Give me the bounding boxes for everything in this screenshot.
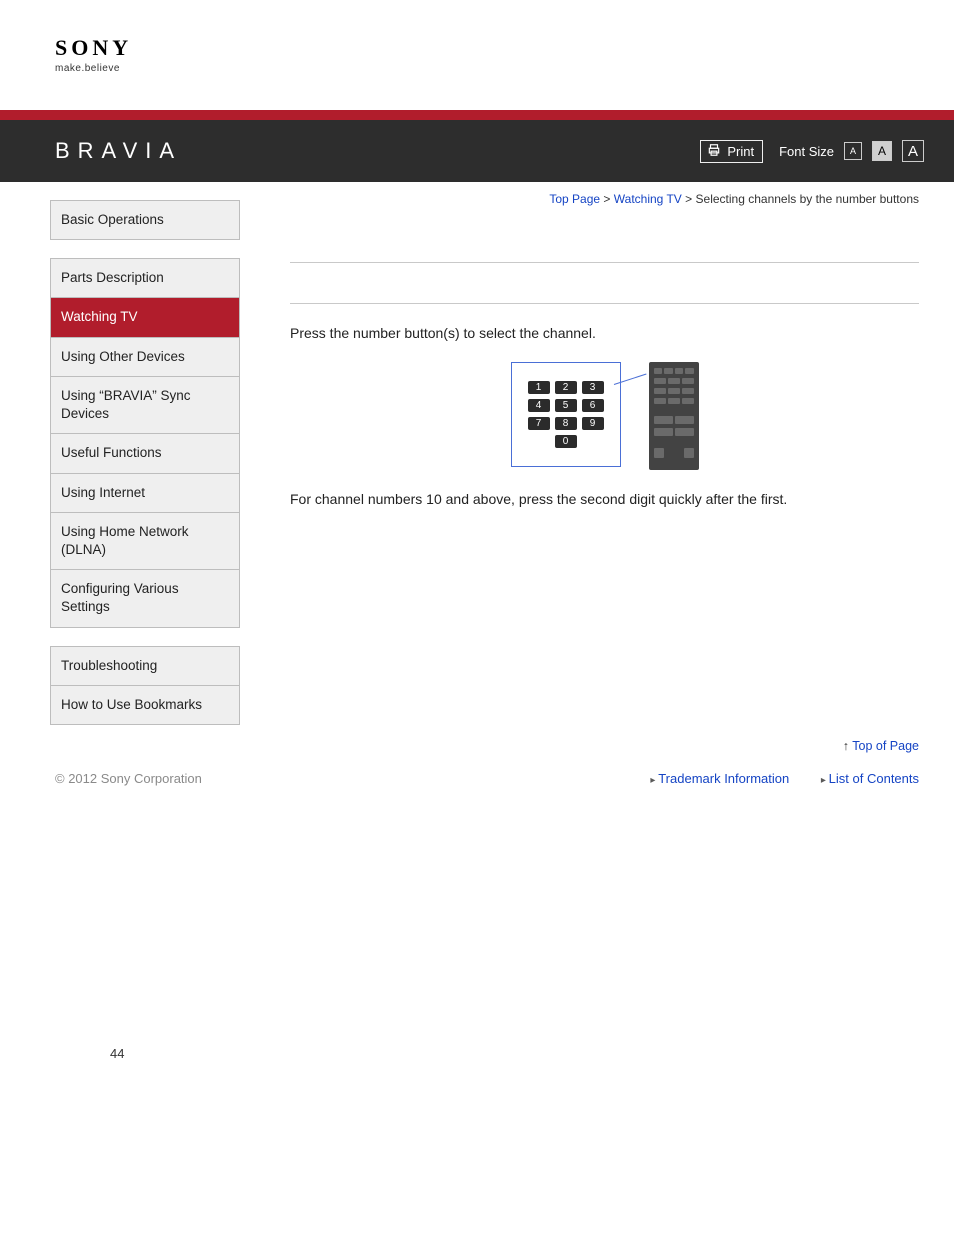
sony-tagline: make.believe <box>55 63 954 74</box>
key-3: 3 <box>582 381 604 394</box>
print-label: Print <box>727 144 754 159</box>
breadcrumb-top[interactable]: Top Page <box>549 192 600 206</box>
trademark-link[interactable]: Trademark Information <box>650 771 789 786</box>
nav-group-1: Basic Operations <box>50 200 240 240</box>
key-4: 4 <box>528 399 550 412</box>
key-2: 2 <box>555 381 577 394</box>
nav-troubleshooting[interactable]: Troubleshooting <box>51 647 239 686</box>
nav-home-network[interactable]: Using Home Network (DLNA) <box>51 513 239 570</box>
print-button[interactable]: Print <box>700 140 763 163</box>
print-icon <box>707 143 721 160</box>
nav-useful-functions[interactable]: Useful Functions <box>51 434 239 473</box>
sony-wordmark: SONY <box>55 35 954 61</box>
main-content: Top Page > Watching TV > Selecting chann… <box>240 182 919 753</box>
breadcrumb-sep: > <box>603 192 610 206</box>
key-9: 9 <box>582 417 604 430</box>
nav-basic-operations[interactable]: Basic Operations <box>51 201 239 239</box>
font-size-label: Font Size <box>779 144 834 159</box>
nav-using-internet[interactable]: Using Internet <box>51 474 239 513</box>
nav-bookmarks[interactable]: How to Use Bookmarks <box>51 686 239 724</box>
accent-bar <box>0 110 954 120</box>
instruction-text-1: Press the number button(s) to select the… <box>290 324 919 344</box>
contents-link[interactable]: List of Contents <box>821 771 919 786</box>
nav-other-devices[interactable]: Using Other Devices <box>51 338 239 377</box>
key-0: 0 <box>555 435 577 448</box>
top-of-page-link[interactable]: Top of Page <box>843 739 919 753</box>
nav-group-2: Parts Description Watching TV Using Othe… <box>50 258 240 627</box>
font-size-medium-button[interactable]: A <box>872 141 892 161</box>
breadcrumb-category[interactable]: Watching TV <box>614 192 682 206</box>
key-7: 7 <box>528 417 550 430</box>
footer-row: © 2012 Sony Corporation Trademark Inform… <box>0 753 954 786</box>
key-1: 1 <box>528 381 550 394</box>
divider <box>290 303 919 304</box>
keypad-diagram: 1 2 3 4 5 6 7 8 9 0 <box>290 362 919 470</box>
copyright-text: © 2012 Sony Corporation <box>55 771 202 786</box>
header-bar: BRAVIA Print Font Size A A A <box>0 120 954 182</box>
keypad-callout: 1 2 3 4 5 6 7 8 9 0 <box>511 362 621 467</box>
breadcrumb-current: Selecting channels by the number buttons <box>696 192 919 206</box>
divider <box>290 262 919 263</box>
key-5: 5 <box>555 399 577 412</box>
nav-configuring-settings[interactable]: Configuring Various Settings <box>51 570 239 626</box>
remote-illustration <box>649 362 699 470</box>
font-size-large-button[interactable]: A <box>902 140 924 162</box>
header-toolbar: Print Font Size A A A <box>700 140 924 163</box>
nav-parts-description[interactable]: Parts Description <box>51 259 239 298</box>
page-number: 44 <box>0 786 954 1061</box>
font-size-small-button[interactable]: A <box>844 142 862 160</box>
footer-links: Trademark Information List of Contents <box>622 771 919 786</box>
instruction-text-2: For channel numbers 10 and above, press … <box>290 490 919 510</box>
nav-bravia-sync[interactable]: Using “BRAVIA” Sync Devices <box>51 377 239 434</box>
breadcrumb-sep: > <box>685 192 692 206</box>
product-logo: BRAVIA <box>55 138 182 164</box>
sidebar-nav: Basic Operations Parts Description Watch… <box>50 182 240 753</box>
nav-watching-tv[interactable]: Watching TV <box>51 298 239 337</box>
nav-group-3: Troubleshooting How to Use Bookmarks <box>50 646 240 725</box>
breadcrumb: Top Page > Watching TV > Selecting chann… <box>290 182 919 214</box>
brand-logo-block: SONY make.believe <box>0 0 954 82</box>
key-8: 8 <box>555 417 577 430</box>
key-6: 6 <box>582 399 604 412</box>
